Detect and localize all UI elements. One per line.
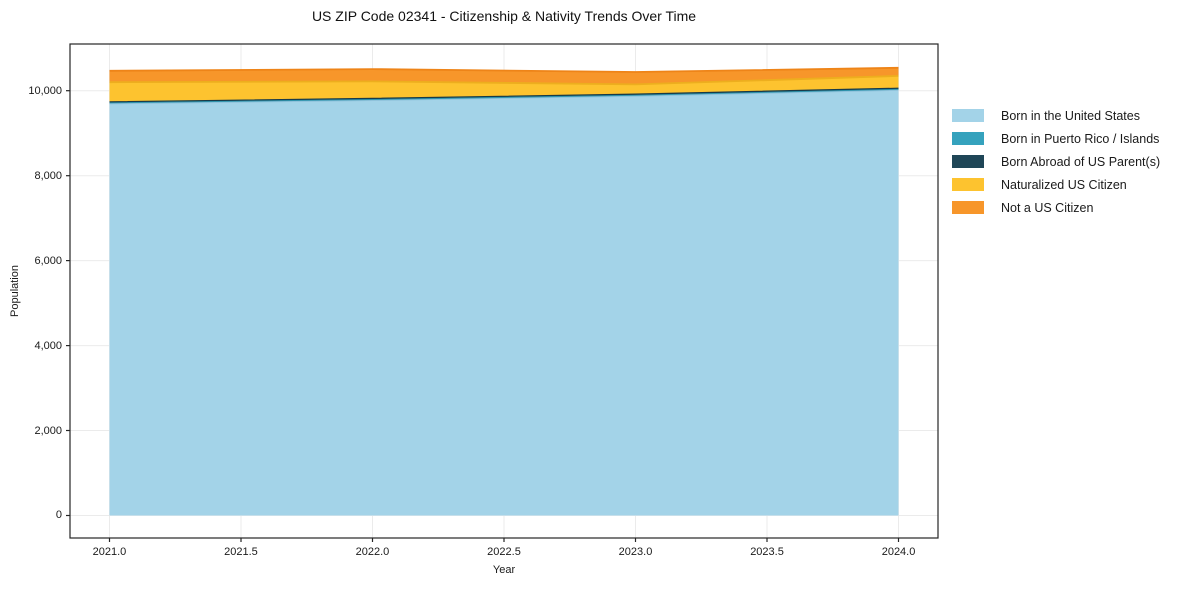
tick-marks xyxy=(66,90,900,542)
area-edge-naturalized-us-citizen xyxy=(109,75,899,86)
area-series-born-in-the-united-states xyxy=(109,89,899,516)
legend-swatch-icon xyxy=(952,178,984,191)
area-edge-born-in-puerto-rico-islands xyxy=(109,88,899,104)
area-series-not-a-us-citizen xyxy=(109,67,899,85)
y-tick-label: 6,000 xyxy=(34,254,62,267)
x-tick-label: 2021.5 xyxy=(224,546,258,558)
y-tick-label: 8,000 xyxy=(34,169,62,182)
x-tick-label: 2022.5 xyxy=(487,546,521,558)
x-tick-label: 2021.0 xyxy=(92,546,127,558)
y-tick-label: 0 xyxy=(55,509,62,522)
x-axis-label: Year xyxy=(492,564,516,576)
x-tick-label: 2023.0 xyxy=(618,546,653,558)
y-axis-label: Population xyxy=(9,265,21,317)
legend-item-born-in-the-united-states: Born in the United States xyxy=(952,108,1160,123)
legend-item-not-a-us-citizen: Not a US Citizen xyxy=(952,200,1160,215)
area-edge-not-a-us-citizen xyxy=(109,66,899,73)
area-edge-born-abroad-of-us-parent-s xyxy=(109,87,899,103)
legend-label: Born in the United States xyxy=(1001,108,1140,123)
legend-swatch-icon xyxy=(952,155,984,168)
legend-label: Naturalized US Citizen xyxy=(1001,177,1127,192)
x-tick-label: 2024.0 xyxy=(881,546,916,558)
x-tick-label: 2022.0 xyxy=(355,546,390,558)
legend-label: Born Abroad of US Parent(s) xyxy=(1001,154,1161,169)
legend-swatch-icon xyxy=(952,109,984,122)
legend: Born in the United States Born in Puerto … xyxy=(952,109,1160,224)
legend-swatch-icon xyxy=(952,201,984,214)
legend-item-naturalized-us-citizen: Naturalized US Citizen xyxy=(952,177,1160,192)
legend-item-born-in-puerto-rico-islands: Born in Puerto Rico / Islands xyxy=(952,131,1160,146)
chart-title: US ZIP Code 02341 - Citizenship & Nativi… xyxy=(311,8,697,24)
y-tick-label: 4,000 xyxy=(34,339,62,352)
area-edge-born-in-the-united-states xyxy=(109,89,899,105)
legend-label: Not a US Citizen xyxy=(1001,200,1094,215)
legend-item-born-abroad-of-us-parent-s: Born Abroad of US Parent(s) xyxy=(952,154,1161,169)
y-tick-label: 2,000 xyxy=(34,424,62,437)
legend-label: Born in Puerto Rico / Islands xyxy=(1001,131,1160,146)
x-tick-label: 2023.5 xyxy=(750,546,784,558)
y-tick-label: 10,000 xyxy=(28,84,62,97)
legend-swatch-icon xyxy=(952,132,984,145)
